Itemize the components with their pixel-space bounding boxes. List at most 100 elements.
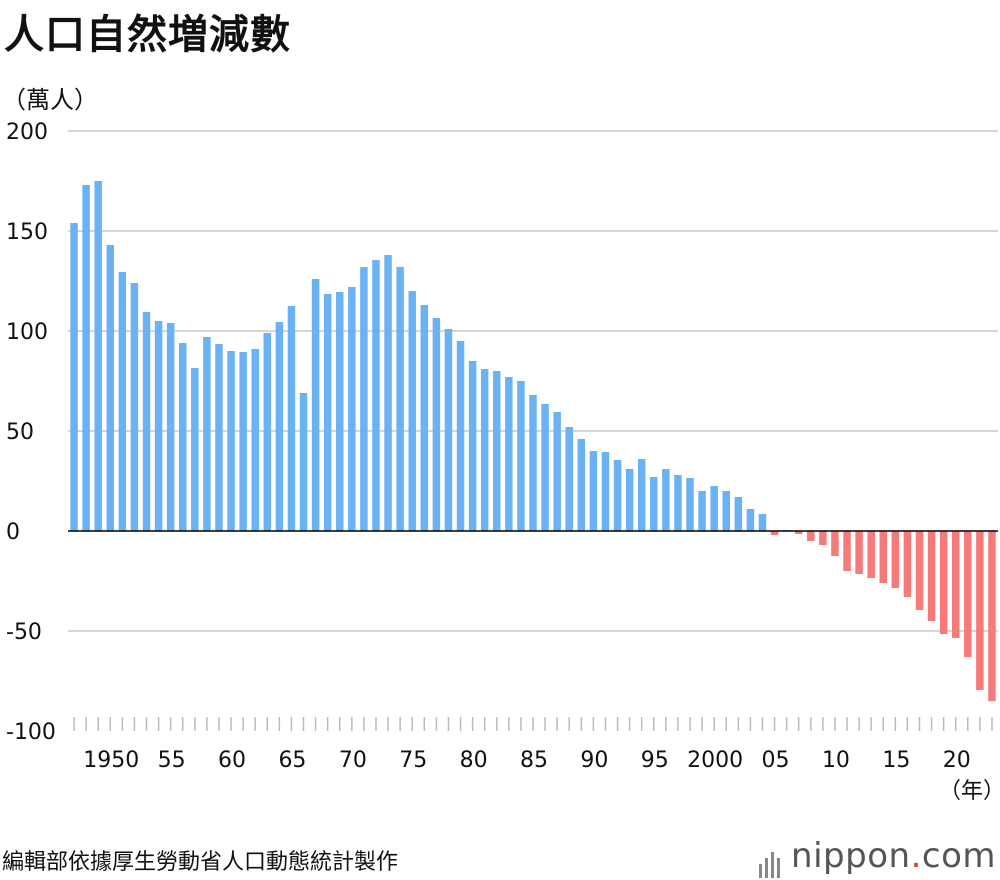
x-tick-label: 2000 [687, 748, 743, 773]
bar-1955 [166, 323, 175, 531]
bar-2009 [819, 531, 827, 545]
bar-1953 [142, 312, 151, 531]
bar-1947 [70, 223, 78, 531]
x-tick-labels: 1950 55 60 65 70 75 80 85 90 95 2000 05 10 15 20 [83, 748, 970, 773]
brand-suffix: com [921, 836, 996, 876]
bar-2005 [770, 531, 779, 535]
bar-2001 [722, 491, 730, 531]
y-tick-label: 0 [6, 520, 20, 545]
bar-2013 [867, 531, 875, 578]
x-tick-label: 05 [762, 748, 790, 773]
bar-1981 [480, 369, 489, 531]
bar-1962 [251, 349, 259, 531]
bar-1982 [493, 371, 501, 531]
x-tick-label: 1950 [83, 748, 139, 773]
bar-2003 [746, 509, 755, 531]
bar-1974 [396, 267, 404, 531]
bar-1988 [565, 427, 573, 531]
bar-1958 [203, 337, 211, 531]
bar-2023 [988, 531, 996, 701]
bar-1999 [698, 491, 706, 531]
bar-2010 [831, 531, 839, 556]
y-axis-unit-label: （萬人） [2, 86, 98, 114]
x-tick-label: 90 [580, 748, 608, 773]
zero-axis [68, 530, 998, 731]
bar-1990 [589, 451, 598, 531]
y-tick-label: 50 [6, 420, 34, 445]
bar-1954 [154, 321, 163, 531]
brand-name: nippon [791, 836, 911, 876]
bar-1987 [553, 412, 561, 531]
bar-1978 [444, 329, 453, 531]
x-tick-label: 65 [278, 748, 306, 773]
x-tick-label: 20 [943, 748, 971, 773]
bar-1985 [529, 395, 537, 531]
bar-1960 [227, 351, 235, 531]
brand-dot: . [910, 836, 922, 876]
y-tick-label: -100 [6, 720, 56, 745]
bar-1948 [82, 185, 90, 531]
bar-2000 [710, 486, 718, 531]
bar-2002 [734, 497, 743, 531]
x-tick-label: 55 [158, 748, 186, 773]
bar-2017 [915, 531, 924, 610]
x-tick-label: 85 [520, 748, 548, 773]
x-tick-label: 80 [460, 748, 488, 773]
x-tick-label: 75 [399, 748, 427, 773]
bar-2016 [903, 531, 912, 597]
bar-1968 [323, 294, 332, 531]
bar-1994 [637, 459, 646, 531]
bar-2007 [794, 531, 803, 534]
x-axis-unit-label: （年） [939, 779, 1000, 804]
bar-1998 [686, 478, 694, 531]
x-tick-label: 70 [339, 748, 367, 773]
bar-1972 [372, 260, 380, 531]
bars [70, 181, 996, 701]
bar-1980 [468, 361, 477, 531]
bar-2012 [855, 531, 863, 574]
y-tick-label: 150 [6, 220, 48, 245]
bar-1993 [625, 469, 634, 531]
bar-1989 [577, 439, 586, 531]
source-note: 編輯部依據厚生勞動省人口動態統計製作 [2, 850, 399, 875]
bar-2014 [879, 531, 888, 583]
bar-2022 [976, 531, 984, 690]
bar-1949 [94, 181, 102, 531]
bar-1976 [420, 305, 429, 531]
bar-1965 [287, 306, 296, 531]
bar-1979 [456, 341, 465, 531]
x-tick-label: 95 [641, 748, 669, 773]
bar-1969 [336, 292, 344, 531]
bar-2019 [939, 531, 948, 634]
bar-2018 [927, 531, 936, 621]
brand-logo: nippon.com [759, 836, 996, 878]
bar-1986 [541, 404, 549, 531]
bar-2021 [964, 531, 972, 657]
bar-2011 [843, 531, 851, 571]
x-tick-label: 60 [218, 748, 246, 773]
bar-1995 [650, 477, 658, 531]
y-tick-labels: 200 150 100 50 0 -50 -100 [6, 120, 56, 745]
bar-1952 [130, 283, 139, 531]
bar-1957 [191, 368, 199, 531]
bar-1964 [275, 322, 284, 531]
bar-2004 [758, 514, 767, 531]
bar-1983 [505, 377, 513, 531]
bar-2020 [951, 531, 960, 638]
bar-1991 [601, 452, 610, 531]
bar-2015 [891, 531, 900, 588]
bar-1950 [106, 245, 115, 531]
bar-1984 [517, 381, 525, 531]
bar-1996 [662, 469, 670, 531]
page-title: 人口自然増減數 [4, 12, 291, 58]
bar-1975 [408, 291, 416, 531]
bar-1961 [239, 352, 247, 531]
bar-1959 [215, 344, 223, 531]
bar-1966 [299, 393, 308, 531]
bar-1973 [384, 255, 392, 531]
grid-lines [68, 130, 998, 632]
bar-1967 [311, 279, 320, 531]
x-tick-label: 10 [822, 748, 850, 773]
brand-bars-icon [759, 838, 783, 878]
bar-1951 [118, 272, 127, 531]
